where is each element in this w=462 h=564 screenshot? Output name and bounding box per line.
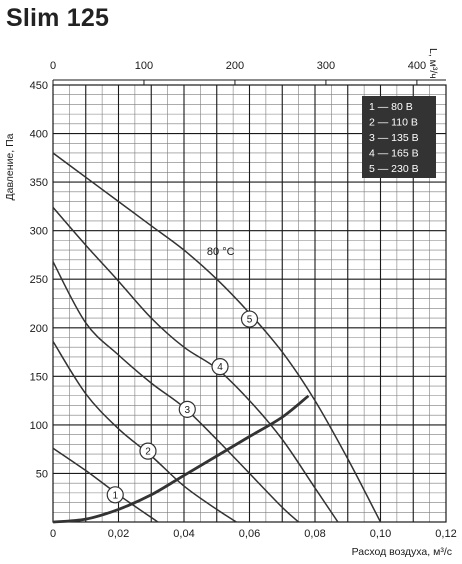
x2-tick-label: 200 [226,60,244,72]
legend-entry: 4 — 165 В [369,148,419,160]
curve-label-marker-2 [139,442,157,460]
chart-title: Slim 125 [6,4,110,32]
system-curve [52,394,310,524]
x-tick-label: 0,06 [239,528,260,540]
y-tick-label: 350 [30,177,48,189]
y-tick-label: 300 [30,226,48,238]
x-tick-label: 0,10 [370,528,391,540]
y-tick-label: 150 [30,371,48,383]
legend-box [362,96,436,178]
y-axis-label: Давление, Па [4,133,16,200]
curve-label-3: 3 [184,405,190,416]
x2-tick-label: 0 [50,60,56,72]
curve-label-marker-1 [106,486,124,504]
x2-tick-label: 100 [135,60,153,72]
curve-label-1: 1 [112,490,118,501]
curve-label-2: 2 [145,447,151,458]
x-axis-label: Расход воздуха, м³/с [352,546,452,558]
legend: 1 — 80 В 2 — 110 В 3 — 135 В 4 — 165 В 5 — 2… [362,96,436,178]
y-tick-label: 50 [36,468,48,480]
fan-curve-5 [52,152,382,523]
legend-entry: 3 — 135 В [369,132,419,144]
x-tick-label: 0,12 [435,528,456,540]
axis-titles: Давление, Па Расход воздуха, м³/с L, м³/… [4,48,452,558]
curve-labels: 1 2 3 4 5 [106,310,259,504]
x2-tick-label: 300 [317,60,335,72]
x-tick-label: 0 [50,528,56,540]
y-tick-label: 100 [30,420,48,432]
curve-label-marker-3 [178,400,196,418]
tick-labels: 0 0,02 0,04 0,06 0,08 0,10 0,12 0 100 200 300 400 50… [30,60,457,540]
fan-curve-4 [52,206,339,523]
curve-label-5: 5 [247,315,253,326]
fan-curve-1 [52,447,159,523]
x-tick-label: 0,02 [108,528,129,540]
curve-label-marker-5 [240,310,259,328]
y-tick-label: 200 [30,323,48,335]
temperature-annotation: 80 °C [207,246,235,258]
x-tick-label: 0,08 [304,528,325,540]
y-tick-label: 450 [30,80,48,92]
legend-entry: 2 — 110 В [369,117,418,129]
y-tick-label: 250 [30,274,48,286]
x2-axis-label: L, м³/ч [427,48,439,79]
plot-frame [52,84,447,523]
y-tick-label: 400 [30,129,48,141]
x-tick-label: 0,04 [173,528,194,540]
curve-label-4: 4 [217,362,223,373]
legend-entry: 5 — 230 В [369,163,419,175]
legend-entry: 1 — 80 В [369,101,413,113]
x2-tick-label: 400 [408,60,426,72]
curve-label-marker-4 [211,358,229,376]
fan-curves [52,152,382,523]
system-curve-group [52,394,310,524]
